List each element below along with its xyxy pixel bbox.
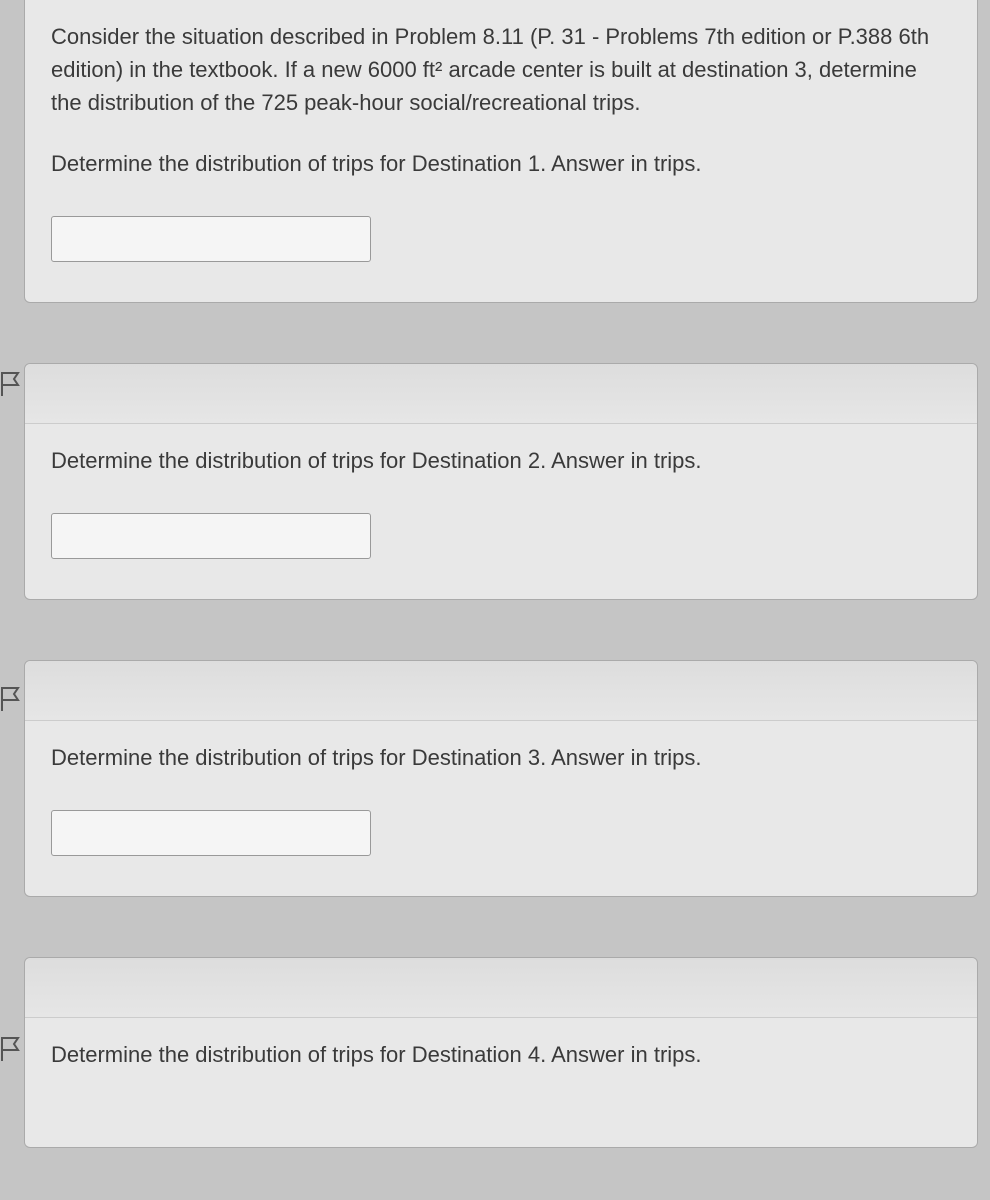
question-prompt: Determine the distribution of trips for … bbox=[51, 444, 951, 477]
question-card: Determine the distribution of trips for … bbox=[24, 660, 978, 897]
answer-input[interactable] bbox=[51, 216, 371, 262]
question-card: Consider the situation described in Prob… bbox=[24, 0, 978, 303]
question-prompt: Determine the distribution of trips for … bbox=[51, 741, 951, 774]
flag-icon[interactable] bbox=[0, 1035, 24, 1063]
flag-icon[interactable] bbox=[0, 370, 24, 398]
card-header bbox=[25, 958, 977, 1018]
question-card: Determine the distribution of trips for … bbox=[24, 363, 978, 600]
answer-input[interactable] bbox=[51, 513, 371, 559]
answer-input[interactable] bbox=[51, 810, 371, 856]
question-intro: Consider the situation described in Prob… bbox=[51, 20, 951, 119]
card-header bbox=[25, 661, 977, 721]
question-card: Determine the distribution of trips for … bbox=[24, 957, 978, 1148]
question-prompt: Determine the distribution of trips for … bbox=[51, 1038, 951, 1071]
flag-icon[interactable] bbox=[0, 685, 24, 713]
question-prompt: Determine the distribution of trips for … bbox=[51, 147, 951, 180]
card-header bbox=[25, 364, 977, 424]
